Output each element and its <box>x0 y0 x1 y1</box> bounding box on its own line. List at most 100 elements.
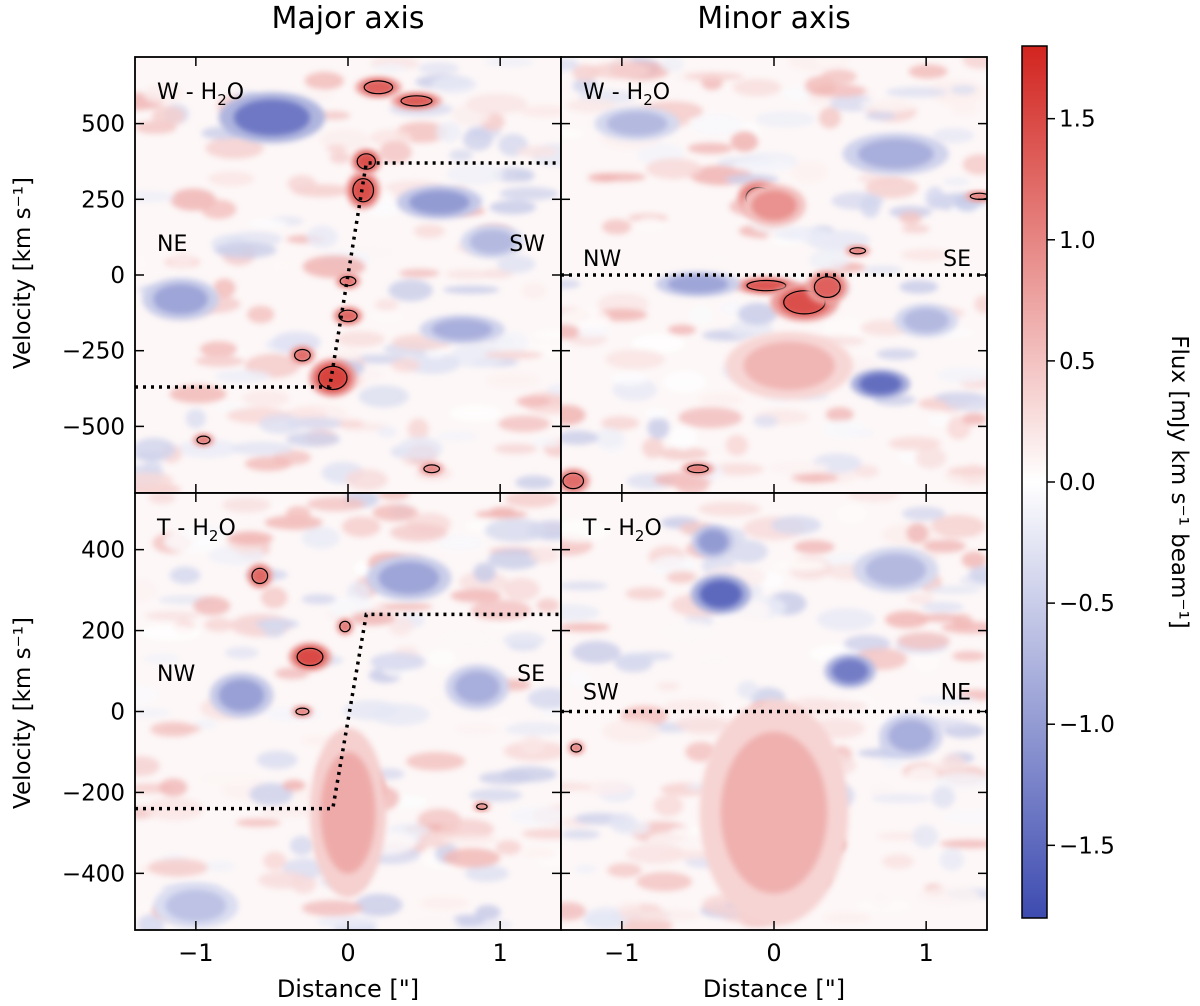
noise-cell <box>485 372 540 389</box>
noise-cell <box>561 430 599 445</box>
noise-cell <box>860 195 881 218</box>
colorbar-label: Flux [mJy km s⁻¹ beam⁻¹] <box>1166 335 1192 628</box>
noise-cell <box>608 812 637 833</box>
noise-cell <box>372 504 419 522</box>
emission-blob <box>233 99 310 136</box>
noise-cell <box>213 278 236 298</box>
noise-cell <box>391 358 421 373</box>
emission-blob <box>361 79 396 95</box>
emission-blob <box>398 94 435 107</box>
noise-cell <box>520 736 545 755</box>
noise-cell <box>636 651 674 661</box>
noise-cell <box>658 447 709 461</box>
noise-cell <box>862 265 903 275</box>
noise-cell <box>870 892 892 908</box>
colorbar-gradient <box>1021 45 1048 919</box>
noise-cell <box>519 104 561 118</box>
noise-cell <box>227 531 274 546</box>
noise-cell <box>338 419 365 429</box>
noise-cell <box>729 320 774 339</box>
emission-blob <box>848 247 867 255</box>
noise-cell <box>865 111 896 121</box>
noise-cell <box>584 906 630 930</box>
noise-cell <box>494 443 538 455</box>
noise-cell <box>200 199 237 219</box>
noise-cell <box>388 616 414 636</box>
noise-cell <box>974 295 987 314</box>
noise-cell <box>436 535 483 551</box>
noise-cell <box>287 175 317 193</box>
noise-cell <box>823 912 872 924</box>
ylabel-top: Velocity [km s⁻¹] <box>10 177 36 369</box>
emission-blob <box>812 275 843 300</box>
noise-cell <box>566 98 617 113</box>
noise-cell <box>374 602 433 611</box>
emission-blob <box>685 464 711 474</box>
noise-cell <box>135 708 172 718</box>
xtick-label: 1 <box>919 939 934 967</box>
emission-features <box>153 555 510 929</box>
emission-blob <box>865 553 927 587</box>
emission-blob <box>250 567 269 585</box>
direction-label-left: NE <box>157 232 187 257</box>
emission-blob <box>422 464 441 474</box>
noise-cell <box>619 907 668 922</box>
noise-cell <box>214 242 277 259</box>
colorbar-tick-label: 1.5 <box>1059 107 1096 133</box>
noise-cell <box>494 331 528 355</box>
noise-cell <box>687 142 733 154</box>
noise-cell <box>942 177 970 186</box>
noise-cell <box>264 515 323 530</box>
noise-cell <box>572 78 598 94</box>
noise-cell <box>536 598 560 613</box>
noise-cell <box>301 526 340 549</box>
noise-cell <box>829 94 875 112</box>
colorbar: 1.5 1.0 0.5 0.0 −0.5 −1.0 −1.5 Flux [mJy km s⁻… <box>1021 45 1192 919</box>
ytick-label: 400 <box>81 538 125 564</box>
noise-cell <box>445 269 491 280</box>
noise-cell <box>574 864 597 874</box>
flux-contour <box>295 707 310 716</box>
noise-cell <box>546 384 561 396</box>
col-title-minor: Minor axis <box>697 1 851 36</box>
noise-cell <box>930 514 986 539</box>
noise-cell <box>285 505 311 521</box>
direction-label-left: NW <box>157 662 195 687</box>
noise-cell <box>426 648 457 668</box>
ytick-label: −250 <box>62 339 125 365</box>
noise-cell <box>404 916 459 930</box>
noise-cell <box>501 766 557 783</box>
noise-cell <box>473 562 496 583</box>
noise-cell <box>407 418 429 441</box>
flux-contour <box>476 803 488 810</box>
noise-cell <box>169 566 201 585</box>
emission-blob <box>338 275 358 287</box>
noise-cell <box>354 893 403 917</box>
noise-cell <box>496 254 536 274</box>
panel-label-subscript: 2 <box>217 91 227 109</box>
panel-label-prefix: T - H <box>582 516 635 541</box>
direction-label-right: SE <box>943 247 971 272</box>
noise-texture <box>135 57 561 493</box>
noise-cell <box>635 217 665 234</box>
noise-cell <box>441 835 499 845</box>
noise-cell <box>139 625 201 641</box>
noise-cell <box>177 438 240 459</box>
noise-cell <box>406 752 466 771</box>
noise-cell <box>436 431 478 442</box>
panel-label: T - H2O <box>156 516 236 545</box>
noise-cell <box>921 601 965 613</box>
ytick-label: 0 <box>110 700 125 726</box>
colorbar-ticks: 1.5 1.0 0.5 0.0 −0.5 −1.0 −1.5 <box>1047 107 1115 859</box>
panel-label-prefix: T - H <box>156 516 209 541</box>
noise-cell <box>561 829 601 840</box>
noise-cell <box>870 793 932 804</box>
noise-cell <box>822 420 864 438</box>
emission-blob <box>469 229 516 254</box>
emission-blob <box>408 190 470 215</box>
emission-blob <box>195 435 212 445</box>
noise-cell <box>835 503 868 524</box>
emission-blob <box>667 275 729 294</box>
noise-texture <box>561 57 987 493</box>
